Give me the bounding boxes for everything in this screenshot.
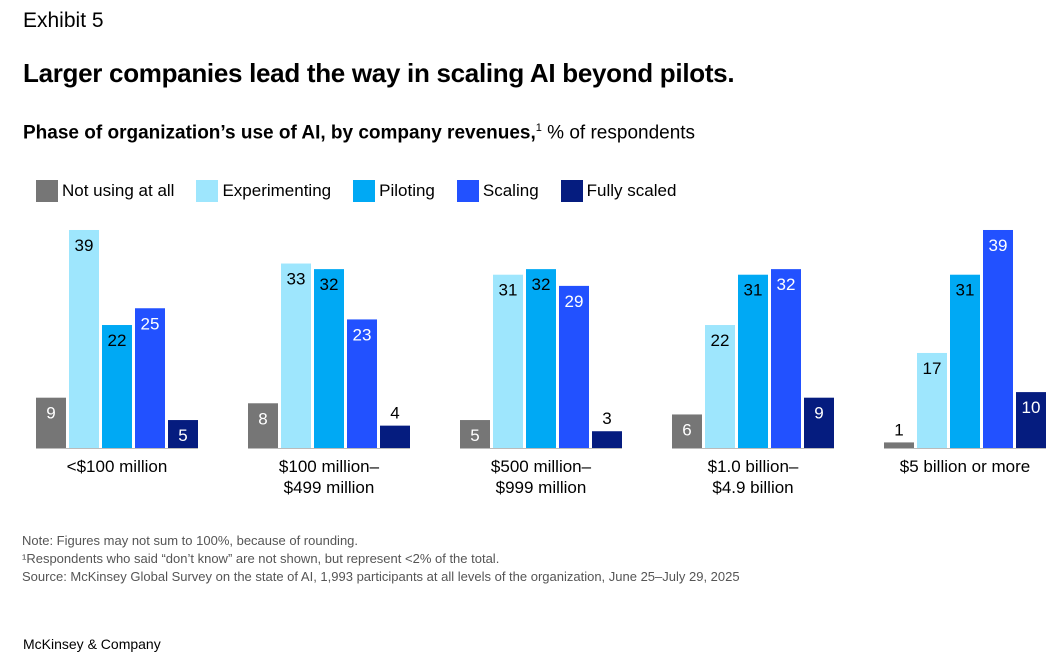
bar [592, 431, 622, 448]
bar [559, 285, 589, 448]
data-label: 22 [711, 331, 730, 350]
category-label: $5 billion or more [900, 457, 1030, 476]
bar [884, 442, 914, 448]
legend-item: Scaling [456, 180, 539, 202]
legend-item: Not using at all [36, 180, 174, 202]
legend-swatch [353, 180, 376, 202]
bar [135, 308, 165, 448]
data-label: 33 [287, 270, 306, 289]
bar [804, 397, 834, 448]
bar [102, 325, 132, 448]
data-label: 17 [923, 359, 942, 378]
bar [314, 269, 344, 448]
bar [950, 274, 980, 448]
bar [738, 274, 768, 448]
footnote-marker: 1 [535, 122, 542, 134]
data-label: 22 [108, 331, 127, 350]
category-label: $500 million– [491, 457, 592, 476]
note: Note: Figures may not sum to 100%, becau… [22, 533, 359, 548]
bar [281, 263, 311, 448]
category-label: <$100 million [67, 457, 168, 476]
footnote-1: ¹Respondents who said “don’t know” are n… [22, 551, 500, 566]
data-label: 4 [390, 404, 399, 423]
data-label: 29 [565, 292, 584, 311]
legend-label: Experimenting [222, 181, 332, 200]
bar [460, 420, 490, 448]
legend-label: Not using at all [62, 181, 175, 200]
data-label: 39 [989, 236, 1008, 255]
data-label: 23 [353, 325, 372, 344]
legend-item: Fully scaled [560, 180, 677, 202]
bar [380, 425, 410, 448]
legend-swatch [456, 180, 479, 202]
legend-swatch [560, 180, 583, 202]
data-label: 1 [894, 420, 903, 439]
legend-label: Piloting [379, 181, 435, 200]
data-label: 5 [178, 426, 187, 445]
bar [705, 325, 735, 448]
bar [347, 319, 377, 448]
category-label: $499 million [284, 478, 375, 497]
exhibit-number: Exhibit 5 [23, 9, 104, 32]
legend-swatch [196, 180, 219, 202]
bar [917, 352, 947, 448]
bar [1016, 392, 1046, 448]
data-label: 39 [75, 236, 94, 255]
category-label: $100 million– [279, 457, 380, 476]
bar [771, 269, 801, 448]
data-label: 8 [258, 409, 267, 428]
data-label: 31 [499, 281, 518, 300]
data-label: 31 [744, 281, 763, 300]
category-label: $4.9 billion [712, 478, 793, 497]
data-label: 3 [602, 409, 611, 428]
data-label: 5 [470, 426, 479, 445]
category-label: $1.0 billion– [708, 457, 799, 476]
category-label: $999 million [496, 478, 587, 497]
data-label: 31 [956, 281, 975, 300]
bar [672, 414, 702, 448]
data-label: 10 [1022, 398, 1041, 417]
data-label: 32 [532, 275, 551, 294]
bar [69, 229, 99, 448]
data-label: 32 [777, 275, 796, 294]
data-label: 6 [682, 420, 691, 439]
bar [248, 403, 278, 448]
subtitle-bold: Phase of organization’s use of AI, by co… [23, 122, 536, 144]
data-label: 9 [814, 404, 823, 423]
bar [526, 269, 556, 448]
chart-title: Larger companies lead the way in scaling… [23, 58, 735, 88]
legend-item: Piloting [353, 180, 435, 202]
chart-subtitle: Phase of organization’s use of AI, by co… [23, 122, 695, 144]
legend-label: Fully scaled [586, 181, 677, 200]
bar [168, 420, 198, 448]
legend: Not using at all Experimenting Piloting Sca… [36, 180, 676, 202]
bar [36, 397, 66, 448]
legend-label: Scaling [482, 181, 539, 200]
legend-item: Experimenting [196, 180, 331, 202]
bar [493, 274, 523, 448]
legend-swatch [36, 180, 58, 202]
subtitle-unit: % of respondents [541, 122, 696, 144]
brand-logo-text: McKinsey & Company [23, 636, 161, 652]
data-label: 32 [320, 275, 339, 294]
data-label: 9 [46, 404, 55, 423]
bar [983, 229, 1013, 448]
data-label: 25 [141, 314, 160, 333]
footnotes: Note: Figures may not sum to 100%, becau… [22, 532, 740, 586]
source: Source: McKinsey Global Survey on the st… [22, 569, 740, 584]
